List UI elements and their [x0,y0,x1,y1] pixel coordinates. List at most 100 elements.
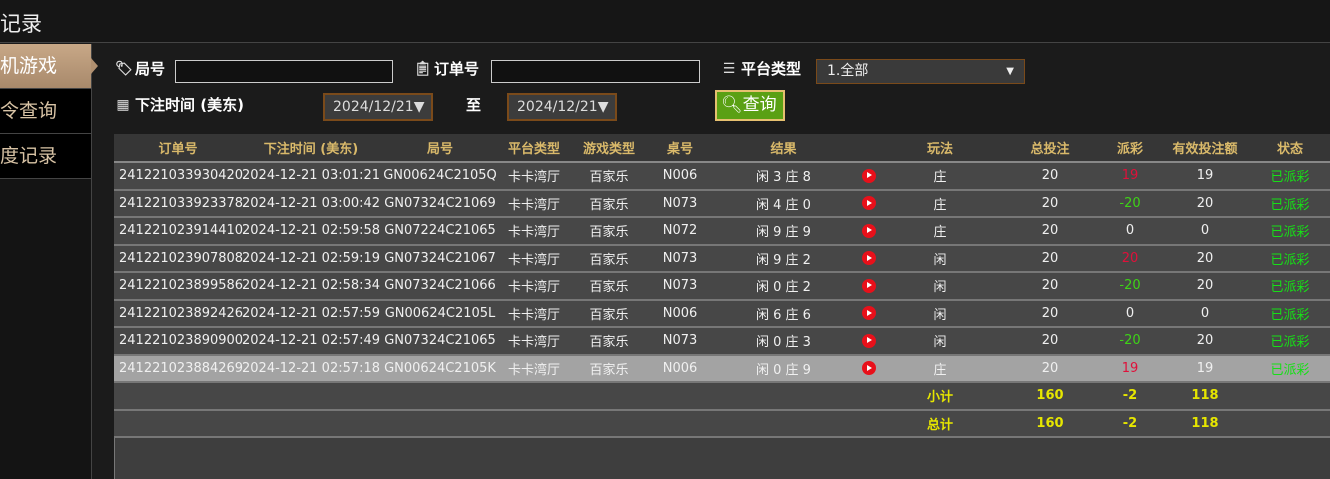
payout: 20 [1100,244,1160,273]
table-row[interactable]: 241221023884269 2024-12-21 02:57:18 GN0062… [114,354,1330,383]
date-from-picker[interactable]: 2024/12/21▼ [323,93,433,121]
payout: -20 [1100,327,1160,356]
sidebar-item-games[interactable]: 机游戏 [0,44,98,89]
column-header: 订单号 [114,134,242,163]
total-bet: 20 [1000,354,1100,383]
video-replay-cell [857,299,880,328]
play-icon[interactable] [861,361,876,376]
table-no: N073 [650,189,710,218]
total-bet: 20 [1000,299,1100,328]
payout: 19 [1100,354,1160,383]
video-replay-cell [857,162,880,191]
valid-bet: 20 [1160,189,1250,218]
table-row[interactable]: 241221023899586 2024-12-21 02:58:34 GN0732… [114,272,1330,301]
table-no: N006 [650,299,710,328]
platform-select[interactable]: 1.全部 ▼ [816,59,1025,84]
column-header: 结果 [710,134,857,163]
result: 闲 0 庄 3 [710,327,857,356]
bet-time: 2024-12-21 02:59:19 [242,244,380,273]
status: 已派彩 [1250,162,1330,191]
order-input[interactable] [491,60,700,83]
column-header: 有效投注额 [1160,134,1250,163]
status: 已派彩 [1250,327,1330,356]
video-replay-cell [857,244,880,273]
column-header: 总投注 [1000,134,1100,163]
bet-time: 2024-12-21 02:59:58 [242,217,380,246]
order-no: 241221023907808 [114,244,243,273]
round-input[interactable] [175,60,393,83]
title-bar: 记录 [0,0,1330,43]
game-type: 百家乐 [568,327,650,356]
play-icon[interactable] [861,278,876,293]
play-icon[interactable] [861,168,876,183]
subtotal-label: 小计 [880,382,1000,411]
table-row[interactable]: 241221033930420 2024-12-21 03:01:21 GN0062… [114,162,1330,191]
bet-time: 2024-12-21 02:57:59 [242,299,380,328]
column-header: 玩法 [880,134,1000,163]
valid-bet: 20 [1160,272,1250,301]
date-from-value: 2024/12/21 [333,99,414,115]
table-row[interactable]: 241221023892426 2024-12-21 02:57:59 GN0062… [114,299,1330,328]
platform: 卡卡湾厅 [500,299,568,328]
date-to-picker[interactable]: 2024/12/21▼ [507,93,617,121]
total-payout: -2 [1100,409,1160,438]
table-row[interactable]: 241221023907808 2024-12-21 02:59:19 GN0732… [114,244,1330,273]
status: 已派彩 [1250,189,1330,218]
order-no: 241221023890900 [114,327,243,356]
payout: 0 [1100,217,1160,246]
platform-label: 平台类型 [741,60,802,78]
sidebar-item-records[interactable]: 度记录 [0,134,91,179]
result: 闲 6 庄 6 [710,299,857,328]
page-title: 记录 [0,12,42,36]
bet-time: 2024-12-21 03:01:21 [242,162,380,191]
valid-bet: 19 [1160,354,1250,383]
play-icon[interactable] [861,251,876,266]
status: 已派彩 [1250,272,1330,301]
bet-type: 庄 [880,354,1000,383]
sidebar-item-query[interactable]: 令查询 [0,89,91,134]
game-type: 百家乐 [568,162,650,191]
round-no: GN00624C2105K [380,354,500,383]
table-row[interactable]: 241221023914410 2024-12-21 02:59:58 GN0722… [114,217,1330,246]
column-header: 桌号 [650,134,710,163]
result: 闲 9 庄 9 [710,217,857,246]
payout: 0 [1100,299,1160,328]
bet-time: 2024-12-21 02:57:49 [242,327,380,356]
table-row[interactable]: 241221023890900 2024-12-21 02:57:49 GN0732… [114,327,1330,356]
valid-bet: 20 [1160,244,1250,273]
game-type: 百家乐 [568,189,650,218]
total-bet: 20 [1000,162,1100,191]
platform: 卡卡湾厅 [500,354,568,383]
play-icon[interactable] [861,306,876,321]
result: 闲 3 庄 8 [710,162,857,191]
result: 闲 4 庄 0 [710,189,857,218]
video-replay-cell [857,217,880,246]
play-icon[interactable] [861,196,876,211]
total-valid: 118 [1160,409,1250,438]
game-type: 百家乐 [568,299,650,328]
column-header: 局号 [380,134,500,163]
round-no: GN00624C2105L [380,299,500,328]
play-icon[interactable] [861,223,876,238]
play-icon[interactable] [861,333,876,348]
game-type: 百家乐 [568,354,650,383]
bet-type: 庄 [880,162,1000,191]
video-replay-cell [857,354,880,383]
table-no: N073 [650,272,710,301]
status: 已派彩 [1250,299,1330,328]
round-no: GN00624C2105Q [380,162,500,191]
result: 闲 9 庄 2 [710,244,857,273]
game-type: 百家乐 [568,217,650,246]
chevron-down-icon: ▼ [1006,66,1014,77]
chevron-down-icon: ▼ [597,99,609,115]
bet-type: 庄 [880,189,1000,218]
round-no: GN07324C21065 [380,327,500,356]
bet-time: 2024-12-21 02:57:18 [242,354,380,383]
bet-records-table: 订单号 下注时间 (美东) 局号 平台类型 游戏类型 桌号 结果 玩法 总投注 派彩 有效投注额 状态… [114,134,1330,438]
query-button[interactable]: 🔍︎查询 [715,90,785,121]
order-no: 241221023914410 [114,217,243,246]
total-bet: 20 [1000,217,1100,246]
calendar-icon: ▦ [116,96,130,113]
result: 闲 0 庄 9 [710,354,857,383]
table-row[interactable]: 241221033923378 2024-12-21 03:00:42 GN0732… [114,189,1330,218]
